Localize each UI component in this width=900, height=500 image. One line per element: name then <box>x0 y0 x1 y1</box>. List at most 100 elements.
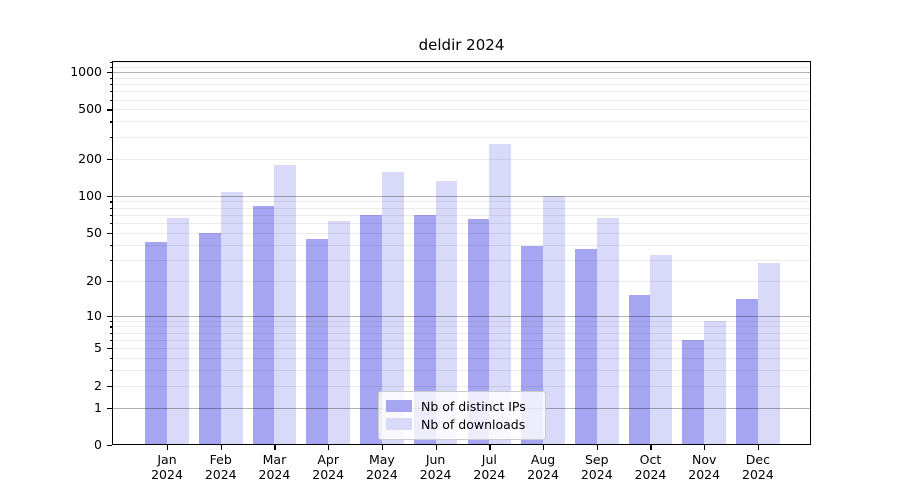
y-minor-tick <box>109 214 112 217</box>
y-minor-tick <box>109 244 112 246</box>
bar-downloads-mar <box>274 164 297 445</box>
x-tick-label-jul: Jul 2024 <box>473 452 506 482</box>
y-tick <box>107 195 112 198</box>
y-tick-label: 1000 <box>70 64 102 80</box>
y-tick <box>107 348 112 350</box>
x-tick-label-aug: Aug 2024 <box>527 452 559 482</box>
gridline-minor <box>112 84 811 86</box>
y-minor-tick <box>109 326 112 328</box>
y-tick <box>107 385 112 387</box>
y-minor-tick <box>109 223 112 225</box>
x-tick-label-jun: Jun 2024 <box>419 452 452 482</box>
bar-distinct-ips-may <box>360 214 382 445</box>
gridline-minor <box>112 158 811 160</box>
gridline-minor <box>112 326 811 328</box>
legend-entry-distinct-ips: Nb of distinct IPs <box>379 397 545 415</box>
gridline-major <box>112 72 811 74</box>
gridline-major <box>112 315 811 317</box>
bar-distinct-ips-jul <box>467 218 490 445</box>
bar-distinct-ips-nov <box>682 339 705 445</box>
gridline-minor <box>112 91 811 93</box>
y-tick-label: 100 <box>78 187 102 203</box>
x-tick-jun <box>435 445 437 450</box>
y-tick <box>107 315 112 317</box>
legend-entry-downloads: Nb of downloads <box>379 415 545 433</box>
bar-downloads-jun <box>435 180 458 445</box>
y-minor-tick <box>109 332 112 334</box>
y-minor-tick <box>109 62 112 64</box>
chart-title: deldir 2024 <box>418 36 505 54</box>
gridline-minor <box>112 77 811 79</box>
gridline-minor <box>112 332 811 334</box>
y-tick-label: 2 <box>94 377 102 393</box>
gridline-minor <box>112 358 811 360</box>
bar-downloads-nov <box>704 320 726 445</box>
gridline-minor <box>112 280 811 282</box>
bar-downloads-aug <box>543 195 565 445</box>
gridline-minor <box>112 370 811 372</box>
bar-downloads-may <box>381 172 404 445</box>
y-minor-tick <box>109 259 112 261</box>
x-tick-aug <box>543 445 545 450</box>
gridline-minor <box>112 136 811 138</box>
gridline-minor <box>112 66 811 68</box>
bar-distinct-ips-mar <box>252 206 275 445</box>
bar-downloads-apr <box>328 221 350 445</box>
legend-swatch-downloads <box>386 418 412 430</box>
bar-downloads-jan <box>167 218 189 445</box>
legend-swatch-distinct-ips <box>386 400 412 412</box>
y-minor-tick <box>109 99 112 101</box>
bar-downloads-jul <box>489 143 512 445</box>
bar-distinct-ips-jan <box>145 241 167 445</box>
x-tick-oct <box>650 445 652 450</box>
x-tick-sep <box>596 445 598 450</box>
bar-distinct-ips-sep <box>574 248 597 445</box>
x-tick-jan <box>167 445 169 450</box>
y-minor-tick <box>109 84 112 86</box>
x-tick-apr <box>328 445 330 450</box>
y-minor-tick <box>109 77 112 79</box>
y-minor-tick <box>109 339 112 342</box>
bar-downloads-sep <box>596 218 619 445</box>
y-tick-label: 5 <box>94 340 102 356</box>
y-minor-tick <box>109 91 112 93</box>
bar-distinct-ips-feb <box>198 232 221 445</box>
bar-downloads-dec <box>757 263 780 445</box>
bar-distinct-ips-apr <box>306 239 329 445</box>
y-tick-label: 50 <box>86 224 102 240</box>
gridline-minor <box>112 385 811 387</box>
x-tick-may <box>381 445 384 450</box>
x-tick-label-dec: Dec 2024 <box>742 452 774 482</box>
y-minor-tick <box>109 320 112 322</box>
gridline-minor <box>112 348 811 350</box>
y-tick-label: 200 <box>78 150 102 166</box>
legend-label-downloads: Nb of downloads <box>421 416 526 432</box>
y-tick <box>107 445 112 447</box>
gridline-minor <box>112 244 811 246</box>
y-tick <box>107 232 112 234</box>
y-minor-tick <box>109 207 112 209</box>
y-minor-tick <box>109 370 112 372</box>
x-tick-feb <box>220 445 222 450</box>
x-tick-label-mar: Mar 2024 <box>258 452 291 482</box>
gridline-minor <box>112 259 811 261</box>
x-tick-nov <box>704 445 706 450</box>
y-tick-label: 500 <box>78 101 102 117</box>
gridline-minor <box>112 339 811 341</box>
bar-downloads-oct <box>650 254 673 445</box>
x-tick-dec <box>757 445 760 450</box>
gridline-minor <box>112 214 811 216</box>
x-tick-label-feb: Feb 2024 <box>204 452 237 482</box>
y-minor-tick <box>109 121 112 123</box>
legend: Nb of distinct IPs Nb of downloads <box>378 391 546 440</box>
y-tick-label: 1 <box>94 399 102 415</box>
x-tick-label-oct: Oct 2024 <box>634 452 667 482</box>
x-tick-label-may: May 2024 <box>365 452 398 482</box>
x-tick-label-apr: Apr 2024 <box>312 452 345 482</box>
gridline-minor <box>112 320 811 322</box>
y-tick-label: 20 <box>86 272 102 288</box>
y-minor-tick <box>109 66 112 69</box>
gridline-minor <box>112 207 811 209</box>
bar-downloads-feb <box>220 191 243 445</box>
gridline-minor <box>112 109 811 111</box>
